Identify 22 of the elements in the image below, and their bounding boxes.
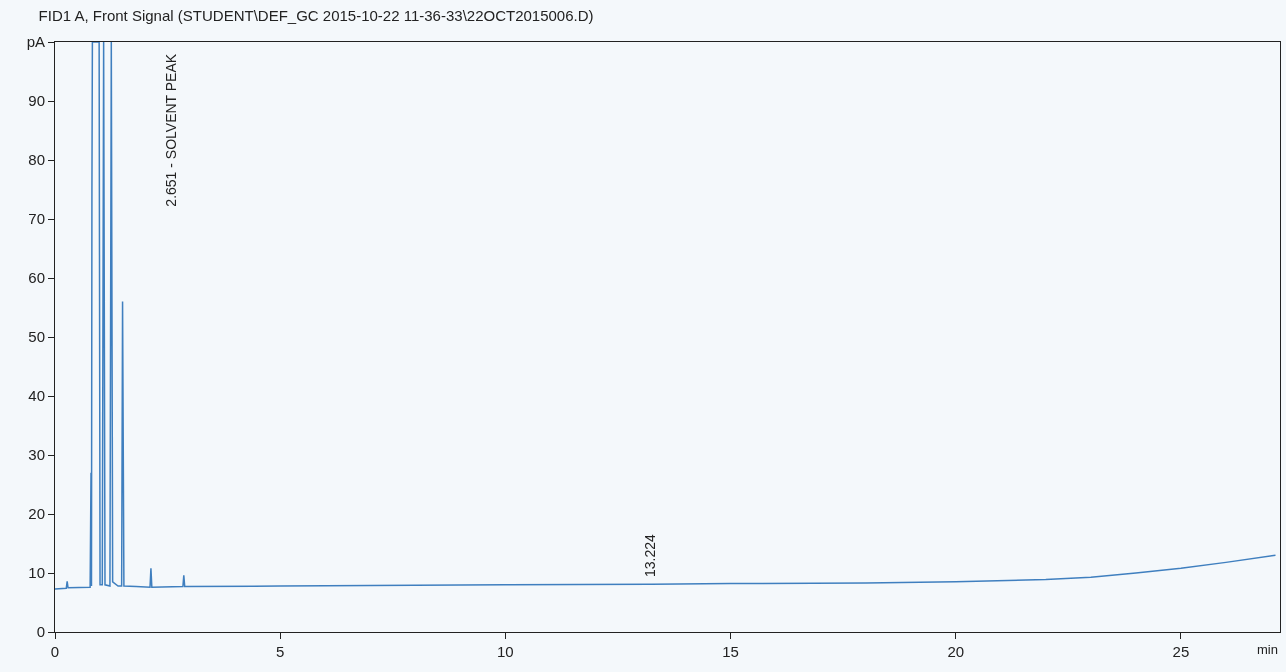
y-tick-label: 90 <box>28 92 45 110</box>
y-tick-label: 30 <box>28 446 45 464</box>
x-tick-label: 15 <box>722 643 739 660</box>
line-series <box>55 42 1277 590</box>
y-tick-label: pA <box>26 33 45 51</box>
y-tick-label: 0 <box>36 623 45 641</box>
y-tick-label: 40 <box>28 387 45 405</box>
chart-title: FID1 A, Front Signal (STUDENT\DEF_GC 2015-10-22 11-36-33\22OCT2015006.D) <box>38 6 594 24</box>
x-axis-title: min <box>1257 642 1278 657</box>
y-tick-label: 50 <box>28 328 45 346</box>
y-tick-label: 10 <box>28 564 45 582</box>
x-tick-label: 5 <box>276 643 285 660</box>
x-tick-label: 20 <box>947 643 965 660</box>
annotation: 2.651 - SOLVENT PEAK <box>162 53 179 207</box>
x-tick-label: 25 <box>1172 643 1190 660</box>
annotation: 13.224 <box>642 533 659 577</box>
y-tick-label: 20 <box>28 505 45 523</box>
y-tick-label: 70 <box>28 210 45 228</box>
y-tick-label: 60 <box>28 269 45 287</box>
y-tick-label: 80 <box>28 151 45 169</box>
x-tick-label: 0 <box>50 643 60 660</box>
x-tick-label: 10 <box>497 643 514 660</box>
